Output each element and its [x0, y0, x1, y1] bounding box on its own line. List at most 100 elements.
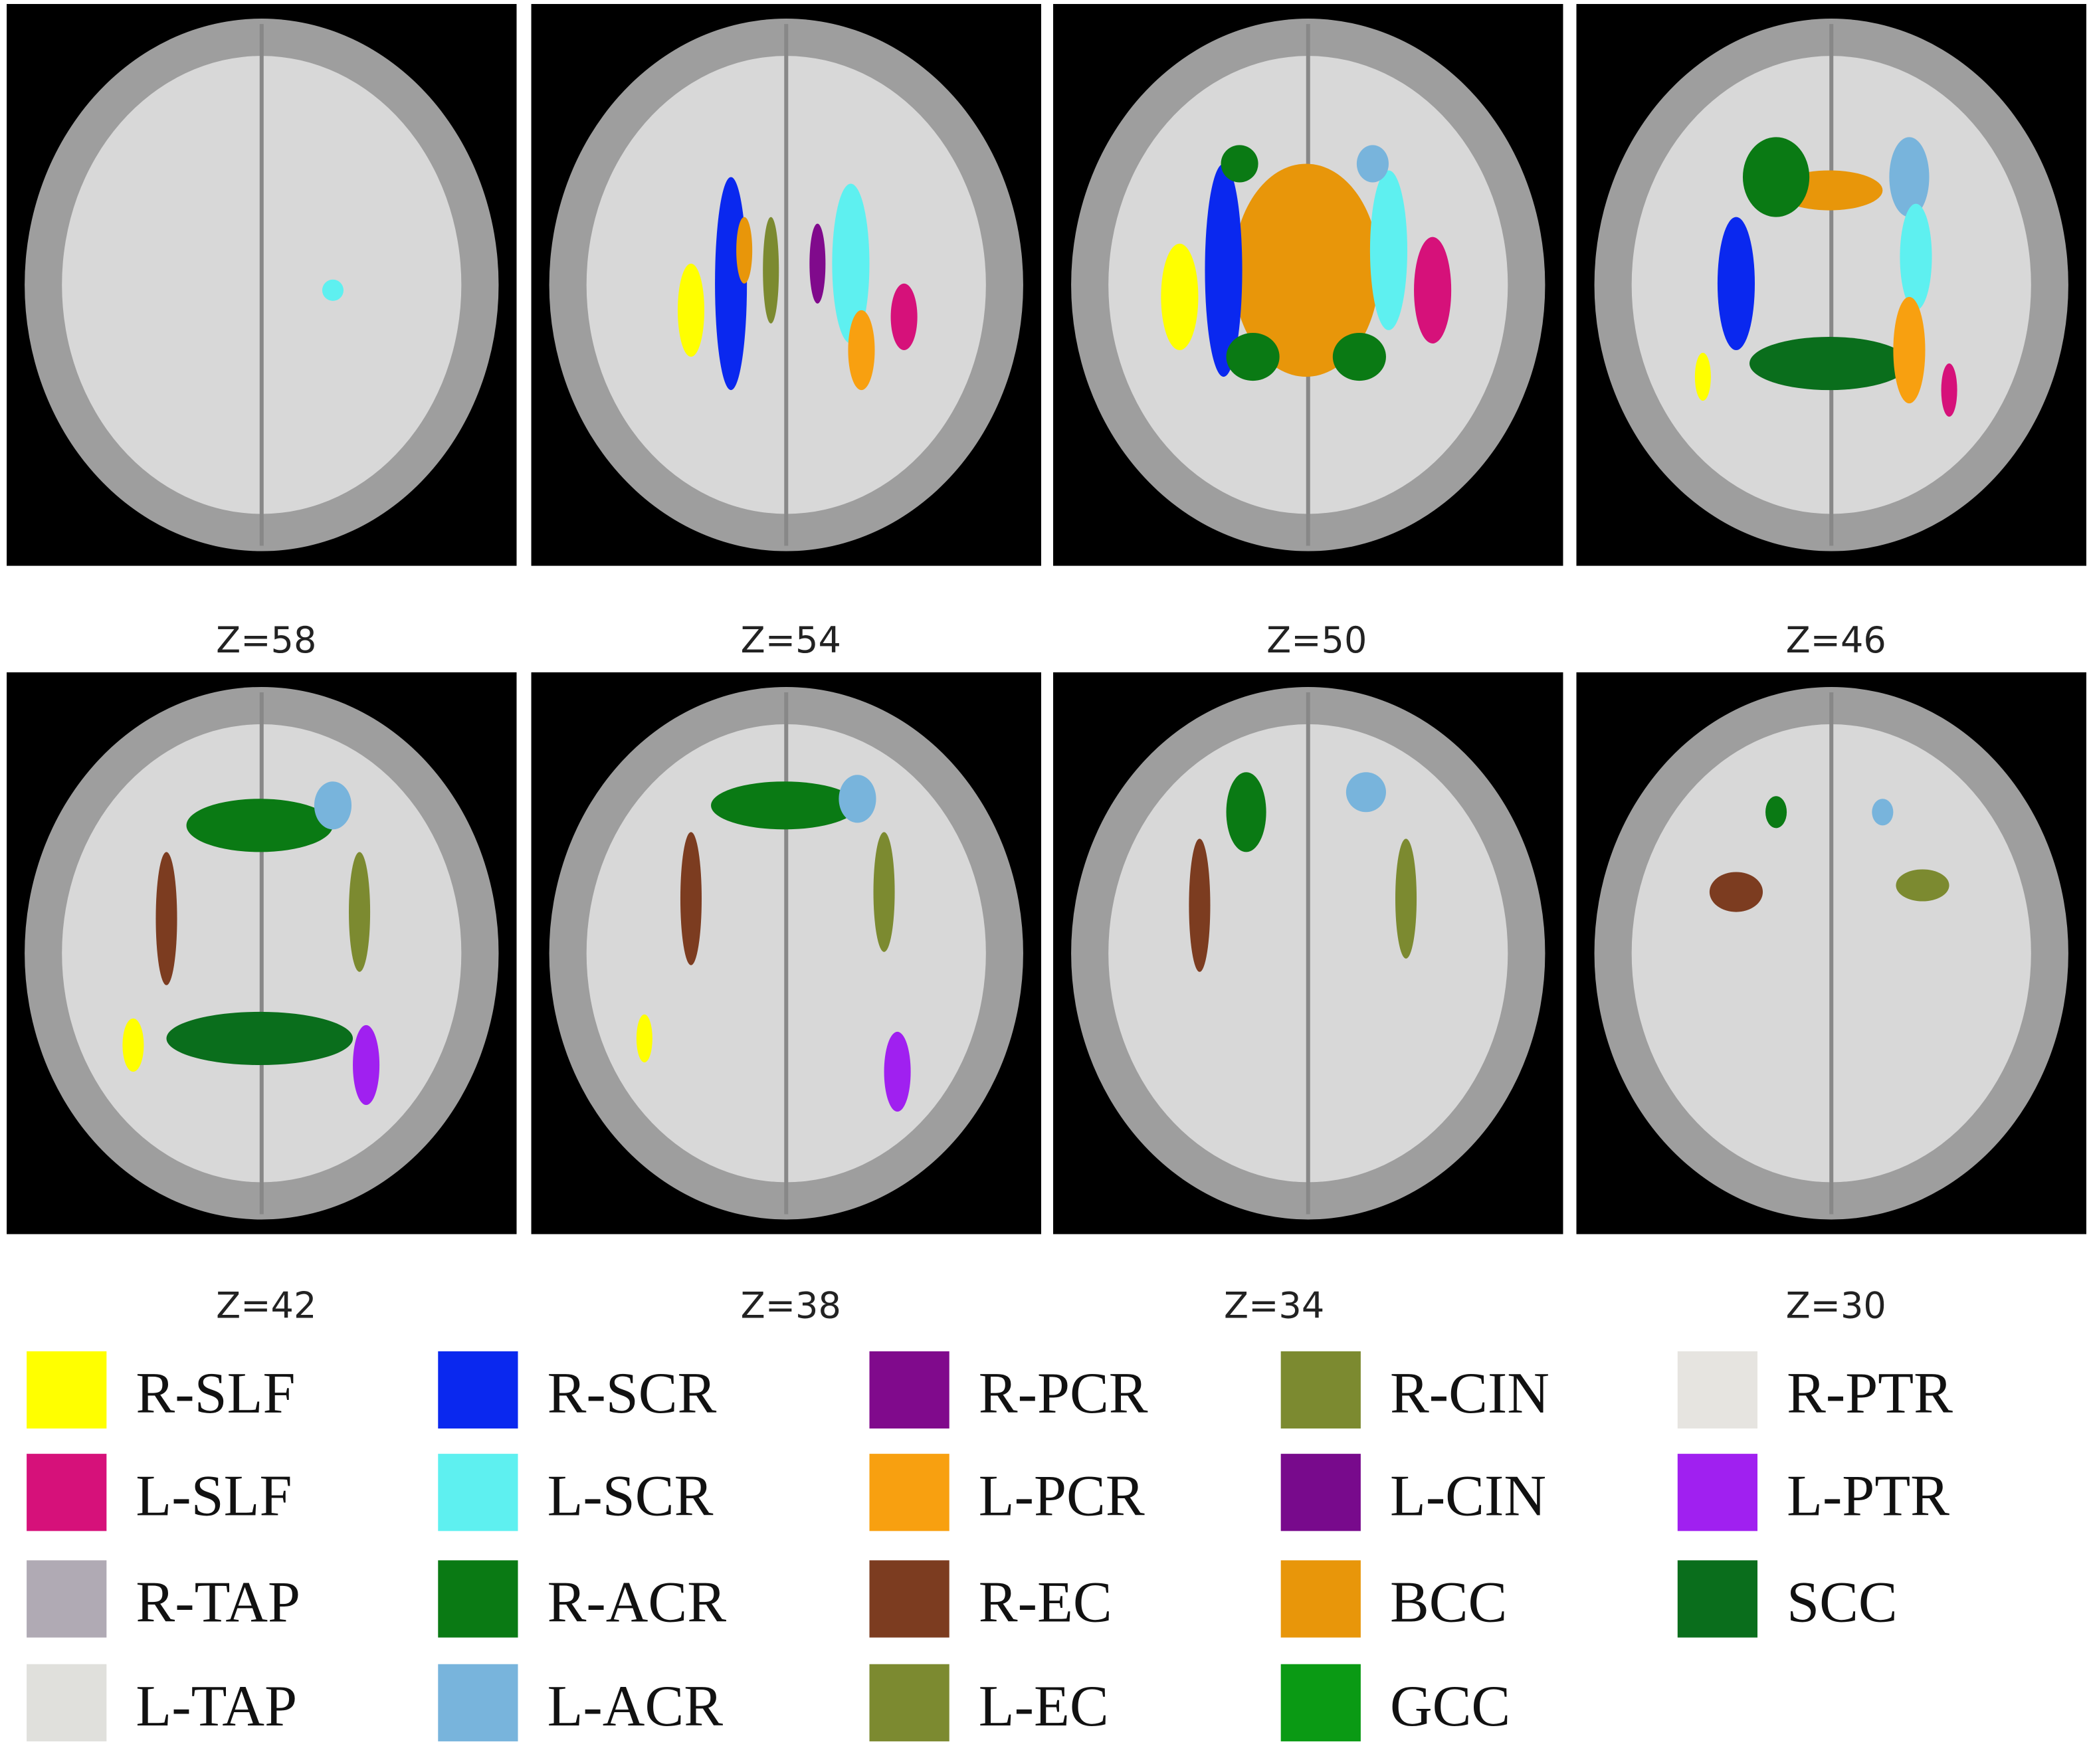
legend-label: L-ACR — [548, 1674, 724, 1739]
slice-label: Z=30 — [1786, 1285, 1886, 1327]
legend-swatch — [27, 1560, 107, 1638]
slice-label: Z=34 — [1224, 1285, 1324, 1327]
tract-region — [1189, 838, 1211, 972]
legend-swatch — [1677, 1351, 1758, 1429]
slice-label: Z=46 — [1786, 619, 1886, 661]
slice-label: Z=58 — [216, 619, 316, 661]
legend-label: L-SCR — [548, 1463, 714, 1528]
tract-region — [763, 217, 779, 324]
tract-region — [1742, 137, 1810, 217]
tract-region — [1332, 332, 1386, 381]
legend-swatch — [869, 1560, 949, 1638]
tract-region — [1356, 145, 1389, 183]
tract-region — [1893, 296, 1926, 404]
tract-region — [890, 283, 918, 350]
tract-region — [884, 1031, 911, 1112]
slice-label: Z=50 — [1266, 619, 1367, 661]
legend-label: R-EC — [979, 1570, 1112, 1635]
brain-slice — [1576, 4, 2086, 566]
legend-swatch — [438, 1560, 518, 1638]
legend-label: BCC — [1390, 1570, 1507, 1635]
tract-region — [711, 781, 858, 830]
tract-region — [809, 223, 826, 304]
legend-label: L-PTR — [1787, 1463, 1949, 1528]
tract-region — [1941, 363, 1957, 417]
legend-swatch — [869, 1351, 949, 1429]
legend-label: L-EC — [979, 1674, 1109, 1739]
tract-region — [1205, 163, 1243, 377]
tract-region — [186, 799, 333, 852]
slice-label: Z=42 — [216, 1285, 316, 1327]
tract-region — [349, 852, 371, 972]
legend-swatch — [869, 1454, 949, 1531]
tract-region — [680, 832, 702, 965]
tract-region — [122, 1018, 144, 1072]
tract-region — [1414, 237, 1452, 343]
legend-label: R-SLF — [136, 1361, 295, 1426]
legend-label: SCC — [1787, 1570, 1898, 1635]
tract-region — [715, 177, 747, 391]
legend-label: L-PCR — [979, 1463, 1145, 1528]
tract-region — [1765, 796, 1787, 829]
brain-slice — [1053, 672, 1563, 1234]
legend-label: GCC — [1390, 1674, 1510, 1739]
slice-label: Z=54 — [741, 619, 841, 661]
tract-region — [873, 832, 895, 952]
tract-region — [832, 183, 870, 343]
legend-label: R-CIN — [1390, 1361, 1549, 1426]
legend-label: L-SLF — [136, 1463, 292, 1528]
legend-swatch — [1280, 1560, 1361, 1638]
tract-region — [1694, 353, 1711, 401]
legend-swatch — [1677, 1454, 1758, 1531]
tract-region — [1872, 799, 1894, 826]
legend-label: R-ACR — [548, 1570, 727, 1635]
legend-swatch — [438, 1454, 518, 1531]
tract-region — [1749, 336, 1910, 391]
legend-swatch — [27, 1351, 107, 1429]
tract-region — [155, 852, 177, 985]
tract-region — [1233, 163, 1379, 377]
brain-slice — [1053, 4, 1563, 566]
tract-region — [1717, 217, 1755, 350]
legend-swatch — [1280, 1351, 1361, 1429]
brain-slice — [7, 4, 517, 566]
legend-swatch — [438, 1351, 518, 1429]
legend-swatch — [1280, 1664, 1361, 1741]
brain-slice — [531, 4, 1041, 566]
legend-label: L-TAP — [136, 1674, 297, 1739]
tract-region — [736, 217, 753, 284]
tract-region — [1395, 838, 1417, 959]
tract-region — [677, 263, 705, 357]
tract-region — [1161, 243, 1199, 350]
legend-label: R-TAP — [136, 1570, 300, 1635]
legend-swatch — [869, 1664, 949, 1741]
legend-label: L-CIN — [1390, 1463, 1546, 1528]
legend-swatch — [1280, 1454, 1361, 1531]
tract-region — [1221, 145, 1258, 183]
legend-swatch — [27, 1664, 107, 1741]
tract-region — [1226, 772, 1266, 852]
tract-region — [166, 1011, 353, 1066]
legend-swatch — [27, 1454, 107, 1531]
tract-region — [1709, 872, 1763, 912]
legend-swatch — [438, 1664, 518, 1741]
tract-region — [353, 1025, 380, 1106]
legend-swatch — [1677, 1560, 1758, 1638]
tract-region — [1226, 332, 1280, 381]
tract-region — [1900, 203, 1932, 310]
legend-label: R-PTR — [1787, 1361, 1953, 1426]
tract-region — [322, 279, 344, 301]
tract-region — [1896, 869, 1949, 902]
tract-region — [848, 310, 875, 391]
legend-label: R-SCR — [548, 1361, 717, 1426]
tract-region — [1369, 170, 1408, 330]
legend-label: R-PCR — [979, 1361, 1148, 1426]
slice-label: Z=38 — [741, 1285, 841, 1327]
tract-region — [314, 781, 352, 830]
brain-slice — [7, 672, 517, 1234]
tract-region — [839, 775, 876, 823]
brain-slice — [1576, 672, 2086, 1234]
tract-region — [1889, 137, 1930, 217]
